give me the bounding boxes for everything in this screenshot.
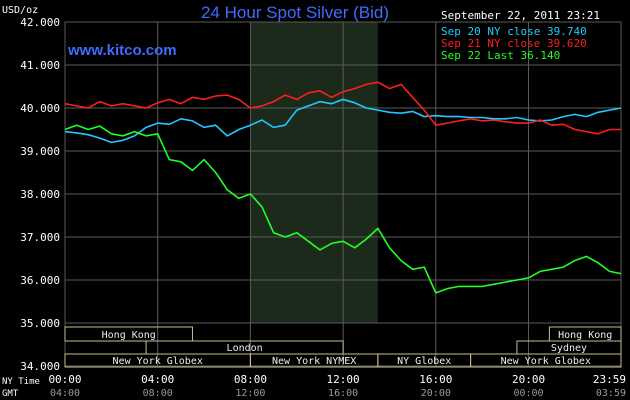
- chart-legend: Sep 20 NY close 39.740 Sep 21 NY close 3…: [441, 25, 587, 62]
- ny-time-tick: 16:00: [419, 373, 452, 386]
- gmt-tick: 08:00: [143, 388, 173, 399]
- session-label: Sydney: [551, 343, 587, 354]
- market-session-bars: Hong Kong Hong Kong London Sydney New York G…: [64, 326, 622, 368]
- plot-frame: [64, 21, 622, 367]
- time-axis: NY Time GMT 00:00 04:00 04:00 08:00 08:00 12:…: [2, 373, 626, 399]
- legend-entry-sep21: Sep 21 NY close 39.620: [441, 37, 587, 50]
- y-axis-unit-label: USD/oz: [2, 5, 38, 16]
- gmt-row-label: GMT: [2, 389, 19, 399]
- series-line-2: [64, 124, 622, 294]
- y-tick-label: 37.000: [20, 231, 60, 244]
- session-label: New York Globex: [501, 356, 591, 367]
- y-tick-label: 39.000: [20, 145, 60, 158]
- ny-time-tick: 12:00: [327, 373, 360, 386]
- session-label: NY Globex: [397, 356, 451, 367]
- session-bar: [64, 326, 193, 342]
- session-label: New York Globex: [113, 356, 203, 367]
- y-tick-label: 41.000: [20, 59, 60, 72]
- ny-time-tick: 23:59: [593, 373, 626, 386]
- ny-time-row-label: NY Time: [2, 377, 40, 387]
- series-line-0: [64, 98, 622, 144]
- session-label: Hong Kong: [558, 330, 612, 341]
- nymex-session-highlight: [250, 22, 378, 323]
- gmt-tick: 16:00: [328, 388, 358, 399]
- gmt-tick: 04:00: [50, 388, 80, 399]
- legend-entry-sep22: Sep 22 Last 36.140: [441, 49, 560, 62]
- y-tick-label: 35.000: [20, 317, 60, 330]
- series-line-1: [64, 81, 621, 135]
- session-bar: [470, 353, 622, 368]
- y-tick-label: 34.000: [20, 360, 60, 373]
- gmt-tick: 20:00: [421, 388, 451, 399]
- ny-time-tick: 04:00: [141, 373, 174, 386]
- y-tick-label: 38.000: [20, 188, 60, 201]
- y-tick-label: 36.000: [20, 274, 60, 287]
- session-label: London: [227, 343, 263, 354]
- timestamp: September 22, 2011 23:21: [441, 9, 600, 22]
- y-axis-tick-labels: 34.000 35.000 36.000 37.000 38.000 39.000 40.0…: [20, 16, 60, 373]
- session-label: Hong Kong: [102, 330, 156, 341]
- gmt-tick: 12:00: [235, 388, 265, 399]
- session-label: New York NYMEX: [272, 356, 356, 367]
- grid-lines: [64, 21, 622, 367]
- chart-title: 24 Hour Spot Silver (Bid): [201, 3, 389, 22]
- gmt-tick: 03:59: [596, 388, 626, 399]
- site-watermark: www.kitco.com: [67, 42, 177, 59]
- gmt-tick: 00:00: [513, 388, 543, 399]
- price-series: [64, 81, 622, 294]
- y-tick-label: 42.000: [20, 16, 60, 29]
- ny-time-tick: 00:00: [48, 373, 81, 386]
- legend-entry-sep20: Sep 20 NY close 39.740: [441, 25, 587, 38]
- y-tick-label: 40.000: [20, 102, 60, 115]
- ny-time-tick: 20:00: [512, 373, 545, 386]
- ny-time-tick: 08:00: [234, 373, 267, 386]
